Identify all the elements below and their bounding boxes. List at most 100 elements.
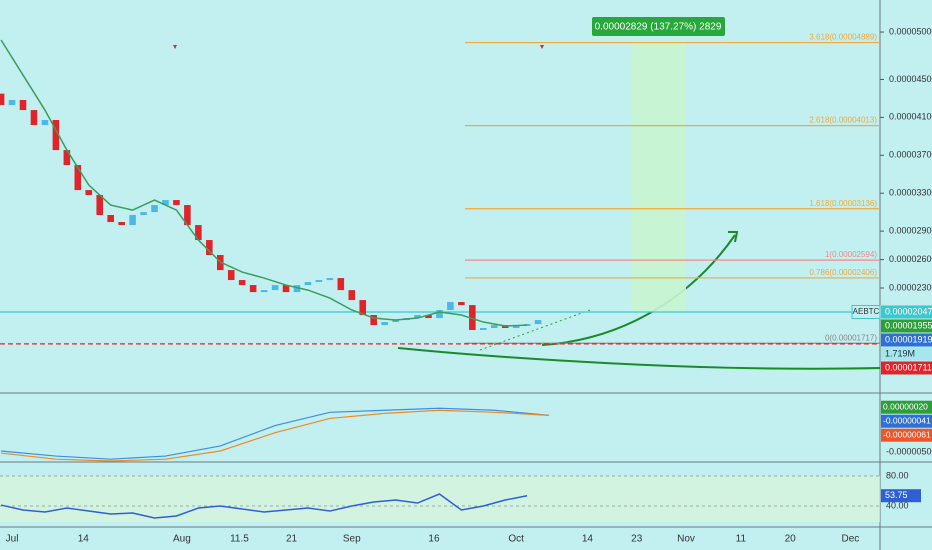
candle: [534, 320, 542, 325]
candle: [480, 328, 487, 331]
candle: [74, 165, 82, 191]
macd-line: [1, 409, 550, 462]
macd-tag-label: -0.00000061: [883, 429, 931, 439]
y-tick-label: 0.00004500: [889, 74, 932, 84]
x-tick-label: Jul: [6, 534, 19, 545]
candle: [523, 324, 531, 327]
annotation-curve: [397, 347, 881, 370]
candle: [370, 315, 377, 326]
macd-tag: [881, 428, 932, 442]
fib-label: 0(0.00001717): [825, 333, 877, 342]
price-tag-label: 0.00001711: [885, 362, 932, 372]
candle: [425, 315, 432, 319]
candle: [271, 285, 279, 291]
y-tick-label: 0.00005000: [889, 26, 932, 36]
y-tick-label: 0.00003300: [889, 188, 932, 198]
candle: [414, 315, 421, 319]
x-tick-label: 14: [78, 534, 90, 545]
x-tick-label: Oct: [508, 534, 524, 545]
candle: [206, 240, 213, 256]
x-tick-label: Nov: [677, 534, 695, 545]
x-tick-label: 11.5: [230, 534, 249, 545]
target-label-box: [592, 17, 725, 36]
x-tick-label: 21: [286, 534, 298, 545]
candle: [19, 100, 27, 111]
candle: [85, 190, 93, 196]
candle: [151, 205, 158, 213]
candle: [238, 280, 246, 286]
price-tag: [881, 333, 932, 347]
symbol-tag: [851, 304, 881, 319]
y-tick-label: 0.00002900: [889, 225, 932, 235]
candle: [8, 100, 16, 106]
candle: [227, 270, 235, 281]
rsi-tag-label: 53.75: [885, 490, 908, 500]
target-label: 0.00002829 (137.27%) 2829: [595, 22, 722, 33]
x-tick-label: Aug: [173, 534, 191, 545]
fib-label: 2.618(0.00004013): [809, 116, 877, 125]
ema-line: [0, 39, 528, 327]
price-tag-label: 0.00002047: [885, 306, 932, 316]
x-tick-label: 11: [736, 534, 747, 545]
macd-tag: [881, 414, 932, 428]
candle: [458, 302, 465, 306]
candle: [381, 322, 388, 326]
candle: [162, 200, 169, 206]
rsi-tick-label: 40.00: [886, 500, 909, 510]
fib-label: 1.618(0.00003136): [809, 199, 877, 208]
price-tag: [881, 347, 932, 361]
candle: [249, 285, 257, 293]
rsi-line: [0, 493, 528, 519]
price-tag: [881, 319, 932, 333]
fib-label: 1(0.00002594): [825, 250, 877, 259]
price-tag: [881, 361, 932, 375]
x-tick-label: Sep: [343, 534, 361, 545]
y-tick-label: 0.00004100: [889, 112, 932, 122]
candle: [348, 290, 356, 301]
x-tick-label: 14: [582, 534, 594, 545]
candle: [195, 225, 202, 241]
candle: [184, 205, 191, 226]
candle: [304, 282, 312, 286]
fib-label: 0.786(0.00002406): [809, 268, 877, 277]
candle: [337, 278, 345, 291]
y-tick-label: 0.00002300: [889, 282, 932, 292]
macd-tag-label: 0.00000020: [883, 401, 928, 411]
fib-label: 3.618(0.00004889): [809, 33, 877, 42]
candle: [359, 300, 367, 316]
candle: [129, 215, 136, 226]
candle: [52, 120, 60, 151]
target-zone: [631, 42, 687, 312]
candle: [118, 222, 125, 226]
candle: [140, 212, 147, 216]
candle: [41, 120, 49, 126]
candle: [63, 150, 71, 166]
rsi-tick-label: 80.00: [886, 470, 909, 480]
x-tick-label: 23: [631, 534, 643, 545]
candle: [0, 93, 5, 106]
macd-tick-label: -0.00000500: [886, 446, 932, 456]
candle: [469, 305, 476, 331]
candle: [447, 302, 454, 310]
price-tag-label: 1.719M: [885, 348, 915, 358]
candle: [96, 195, 104, 216]
y-tick-label: 0.00003700: [889, 150, 932, 160]
candle: [326, 278, 334, 281]
symbol-label: AEBTC: [853, 307, 880, 316]
rsi-tag: [881, 489, 921, 503]
candle: [490, 325, 498, 329]
macd-tag-label: -0.00000041: [883, 415, 931, 425]
candle: [282, 285, 290, 293]
x-tick-label: 16: [428, 534, 440, 545]
macd-tag: [881, 400, 932, 414]
candle: [173, 200, 180, 206]
arrow-head: [728, 231, 739, 243]
candle: [293, 285, 301, 293]
candle: [30, 110, 38, 126]
price-tag: [881, 305, 932, 319]
candle: [315, 280, 323, 283]
candle: [260, 290, 268, 293]
candle: [436, 309, 443, 319]
